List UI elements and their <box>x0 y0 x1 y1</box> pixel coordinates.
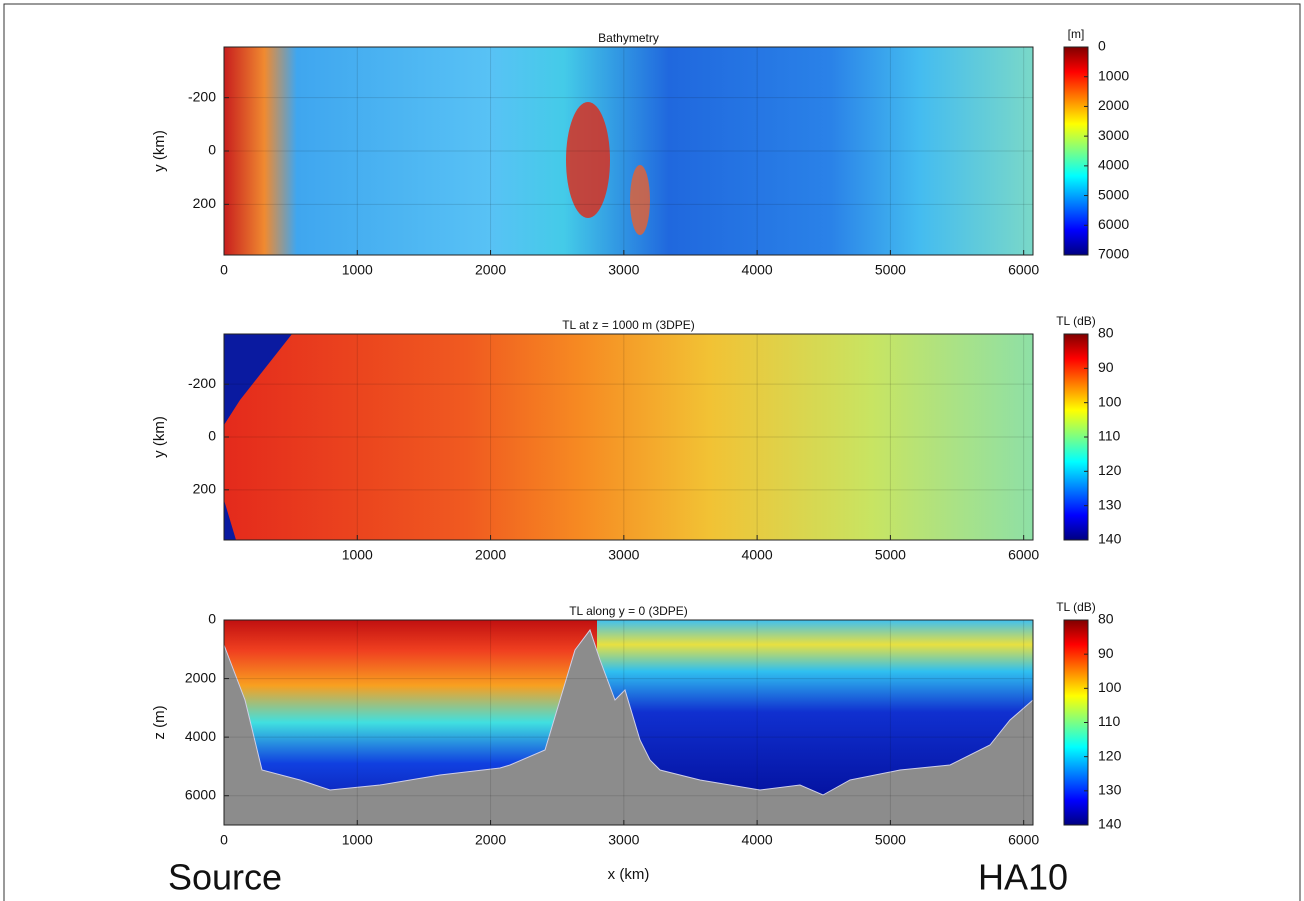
y-tick-label: 0 <box>208 428 216 444</box>
x-tick-label: 0 <box>220 832 228 848</box>
colorbar-tick-label: 110 <box>1098 713 1121 729</box>
colorbar-tick-label: 1000 <box>1098 67 1129 83</box>
colorbar-tick-label: 100 <box>1098 679 1122 695</box>
panel-title: Bathymetry <box>598 31 659 45</box>
colorbar-tick-label: 90 <box>1098 645 1114 661</box>
y-tick-label: 2000 <box>185 669 216 685</box>
x-tick-label: 3000 <box>608 262 639 278</box>
panel-title: TL along y = 0 (3DPE) <box>569 604 688 618</box>
colorbar-tick-label: 0 <box>1098 38 1106 54</box>
x-tick-label: 5000 <box>875 547 906 563</box>
colorbar-label: TL (dB) <box>1056 600 1096 614</box>
tl-plane-image <box>224 334 1033 540</box>
panel-title: TL at z = 1000 m (3DPE) <box>562 318 695 332</box>
colorbar-tick-label: 130 <box>1098 782 1122 798</box>
y-tick-label: 0 <box>208 611 216 627</box>
plot-frame <box>223 333 1034 541</box>
x-tick-label: 6000 <box>1008 262 1039 278</box>
colorbar-tick-label: 110 <box>1098 428 1121 444</box>
y-axis-label: y (km) <box>151 130 168 172</box>
x-tick-label: 0 <box>220 262 228 278</box>
x-tick-label: 6000 <box>1008 547 1039 563</box>
y-tick-label: -200 <box>188 375 216 391</box>
x-tick-label: 4000 <box>742 262 773 278</box>
y-axis-label: z (m) <box>151 705 168 739</box>
x-tick-label: 4000 <box>742 547 773 563</box>
colorbar-tick-label: 3000 <box>1098 127 1129 143</box>
x-axis-label: x (km) <box>608 866 650 883</box>
colorbar-tick-label: 130 <box>1098 496 1122 512</box>
x-tick-label: 2000 <box>475 262 506 278</box>
x-tick-label: 2000 <box>475 832 506 848</box>
x-tick-label: 1000 <box>342 262 373 278</box>
x-tick-label: 4000 <box>742 832 773 848</box>
x-tick-label: 3000 <box>608 832 639 848</box>
colorbar-tick-label: 140 <box>1098 531 1122 547</box>
y-tick-label: -200 <box>188 88 216 104</box>
plot-frame <box>223 619 1034 826</box>
frame <box>3 3 1301 901</box>
x-tick-label: 3000 <box>608 547 639 563</box>
x-tick-label: 5000 <box>875 832 906 848</box>
colorbar-tick-label: 120 <box>1098 747 1122 763</box>
colorbar-tick-label: 90 <box>1098 359 1114 375</box>
colorbar-tick-label: 7000 <box>1098 246 1129 262</box>
y-tick-label: 200 <box>193 195 217 211</box>
colorbar-tick-label: 4000 <box>1098 157 1129 173</box>
receiver-label: HA10 <box>978 857 1068 898</box>
tl-section-image <box>223 620 1034 826</box>
colorbar-tick-label: 80 <box>1098 611 1114 627</box>
colorbar-tick-label: 2000 <box>1098 97 1129 113</box>
source-label: Source <box>168 857 282 898</box>
bathymetry-image <box>224 47 1033 255</box>
x-tick-label: 5000 <box>875 262 906 278</box>
plot-frame <box>223 46 1034 256</box>
colorbar-tick-label: 5000 <box>1098 186 1129 202</box>
y-tick-label: 200 <box>193 481 217 497</box>
y-tick-label: 4000 <box>185 728 216 744</box>
x-tick-label: 1000 <box>342 832 373 848</box>
colorbars <box>1063 46 1089 826</box>
colorbar-tick-label: 140 <box>1098 816 1122 832</box>
colorbar-label: [m] <box>1068 27 1085 41</box>
colorbar-tick-label: 80 <box>1098 325 1114 341</box>
x-tick-label: 6000 <box>1008 832 1039 848</box>
y-tick-label: 6000 <box>185 786 216 802</box>
colorbar-label: TL (dB) <box>1056 314 1096 328</box>
colorbar-tick-label: 120 <box>1098 462 1122 478</box>
y-axis-label: y (km) <box>151 416 168 458</box>
x-tick-label: 2000 <box>475 547 506 563</box>
y-tick-label: 0 <box>208 142 216 158</box>
colorbar-tick-label: 6000 <box>1098 216 1129 232</box>
colorbar-tick-label: 100 <box>1098 393 1122 409</box>
x-tick-label: 1000 <box>342 547 373 563</box>
